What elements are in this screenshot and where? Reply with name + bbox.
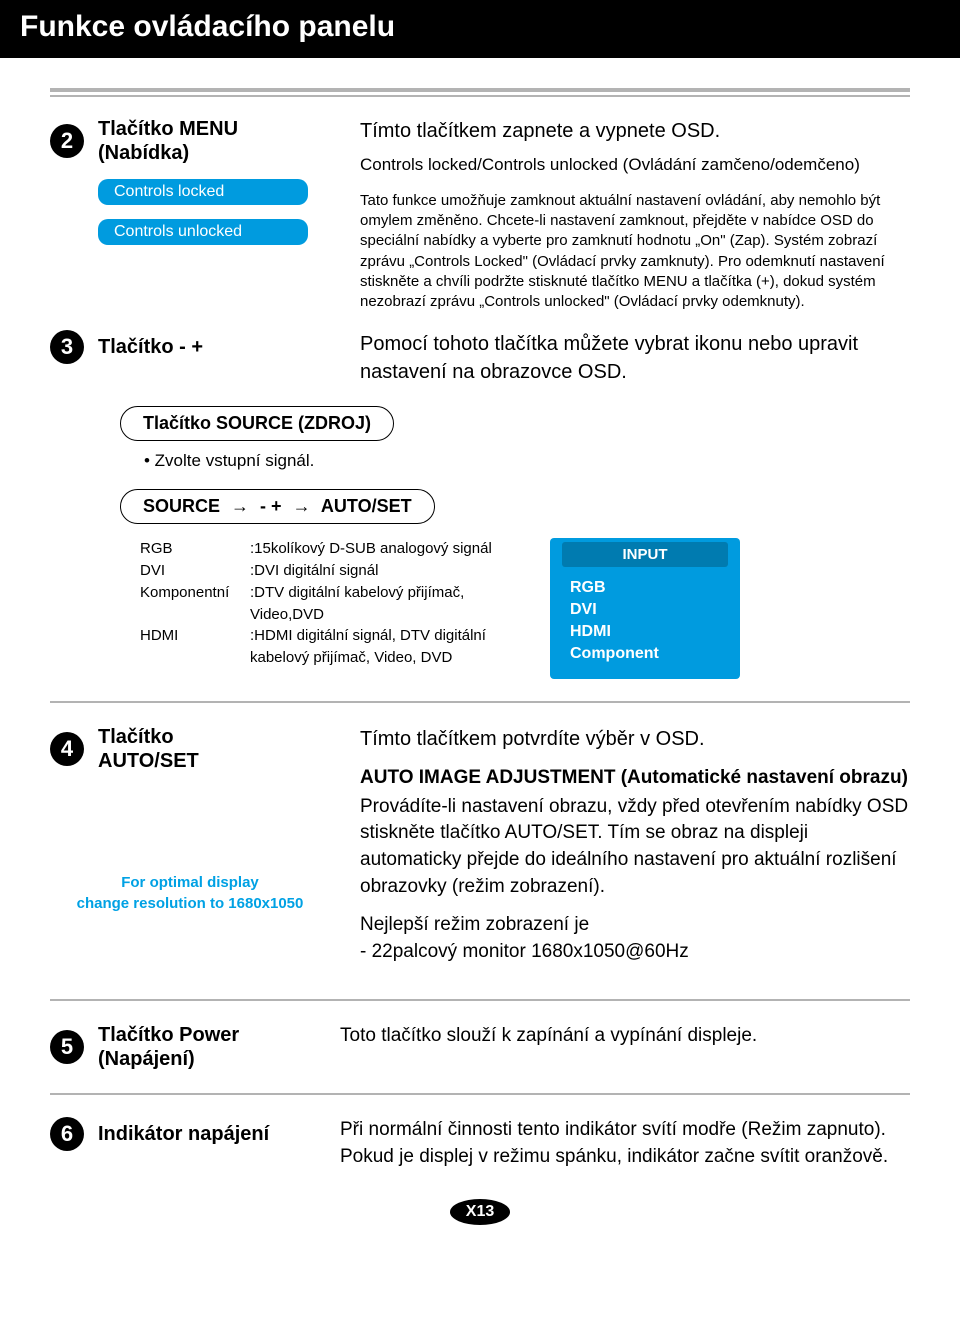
sig-val: :DVI digitální signál [250,560,510,582]
input-item: RGB [566,577,724,599]
divider [50,1093,910,1095]
sig-val: :HDMI digitální signál, DTV digitální ka… [250,625,510,669]
sec4-confirm: Tímto tlačítkem potvrdíte výběr v OSD. [360,725,910,753]
section-6: 6 Indikátor napájení Při normální činnos… [50,1117,910,1170]
section-3: 3 Tlačítko - + Pomocí tohoto tlačítka mů… [50,330,910,386]
input-item: Component [566,643,724,665]
flow-plusminus: - + [260,496,282,516]
step-badge-6: 6 [50,1117,84,1151]
sig-key: DVI [140,560,250,582]
button-menu-label: Tlačítko MENU (Nabídka) [98,117,238,165]
signal-list: RGB:15kolíkový D-SUB analogový signál DV… [140,538,510,669]
step-badge-3: 3 [50,330,84,364]
step-badge-2: 2 [50,124,84,158]
input-item: DVI [566,599,724,621]
opt-line2: change resolution to 1680x1050 [50,894,330,914]
best-mode-a: Nejlepší režim zobrazení je [360,912,910,939]
divider [50,701,910,703]
sec3-body: Pomocí tohoto tlačítka můžete vybrat iko… [360,330,910,386]
input-box-title: INPUT [562,542,728,567]
divider [50,999,910,1001]
power-button-label: Tlačítko Power (Napájení) [98,1023,239,1071]
sig-val: :DTV digitální kabelový přijímač, Video,… [250,582,510,626]
controls-unlocked-pill: Controls unlocked [98,219,308,245]
auto-image-adjust-body: Provádíte-li nastavení obrazu, vždy před… [360,794,910,900]
optimal-resolution-note: For optimal display change resolution to… [50,873,330,914]
controls-locked-pill: Controls locked [98,179,308,205]
source-bullet: • Zvolte vstupní signál. [144,451,910,471]
page-number: X13 [50,1199,910,1225]
source-button-pill: Tlačítko SOURCE (ZDROJ) [120,406,394,441]
step-badge-5: 5 [50,1030,84,1064]
page-title: Funkce ovládacího panelu [0,0,960,58]
arrow-icon: → [225,496,255,516]
source-flow-pill: SOURCE → - + → AUTO/SET [120,489,435,524]
divider [50,88,910,97]
sec6-body: Při normální činnosti tento indikátor sv… [340,1117,910,1170]
section-5: 5 Tlačítko Power (Napájení) Toto tlačítk… [50,1023,910,1071]
button-plusminus-label: Tlačítko - + [98,335,203,359]
button-autoset-label: Tlačítko AUTO/SET [98,725,199,773]
sec2-body: Tato funkce umožňuje zamknout aktuální n… [360,191,910,313]
flow-source: SOURCE [143,496,220,516]
sig-val: :15kolíkový D-SUB analogový signál [250,538,510,560]
step-badge-4: 4 [50,732,84,766]
auto-image-adjust-title: AUTO IMAGE ADJUSTMENT (Automatické nasta… [360,765,910,792]
input-item: HDMI [566,621,724,643]
sig-key: RGB [140,538,250,560]
best-mode-b: - 22palcový monitor 1680x1050@60Hz [360,939,910,966]
input-osd-box: INPUT RGB DVI HDMI Component [550,538,740,679]
sec5-body: Toto tlačítko slouží k zapínání a vypíná… [340,1023,910,1071]
sig-key: Komponentní [140,582,250,626]
sig-key: HDMI [140,625,250,669]
opt-line1: For optimal display [50,873,330,893]
sec2-line1: Tímto tlačítkem zapnete a vypnete OSD. [360,117,910,145]
flow-autoset: AUTO/SET [321,496,412,516]
power-indicator-label: Indikátor napájení [98,1122,269,1146]
section-4: 4 Tlačítko AUTO/SET For optimal display … [50,725,910,977]
sec2-line2: Controls locked/Controls unlocked (Ovlád… [360,153,910,177]
arrow-icon: → [287,496,317,516]
section-2: 2 Tlačítko MENU (Nabídka) Controls locke… [50,117,910,312]
